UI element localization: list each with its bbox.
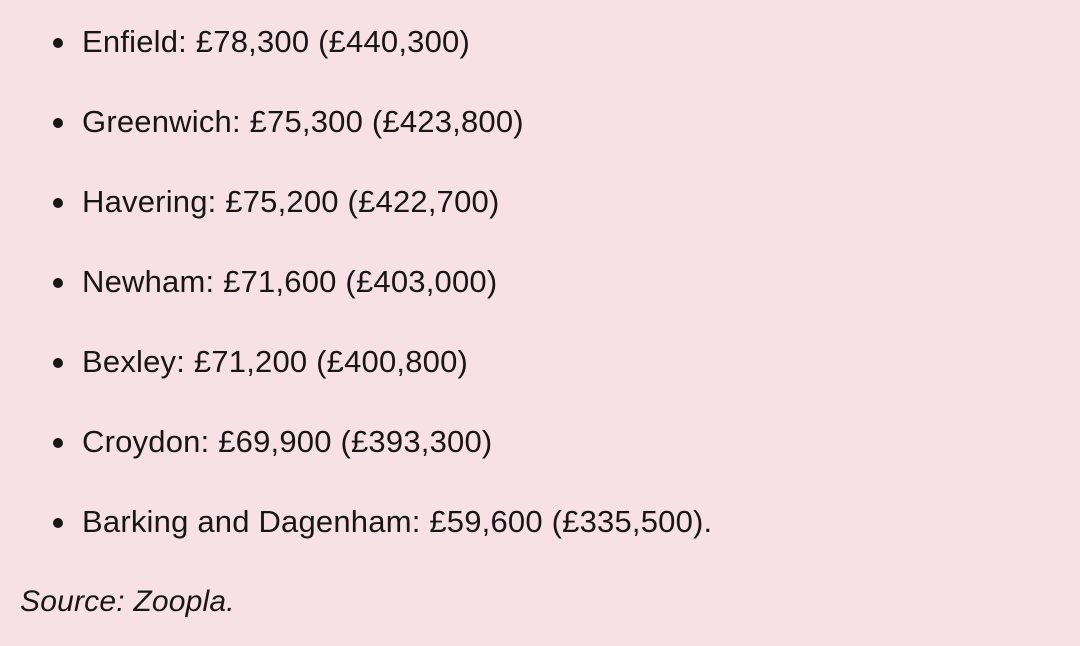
list-item: Croydon: £69,900 (£393,300) bbox=[0, 426, 1080, 458]
list-item-text: Greenwich: £75,300 (£423,800) bbox=[82, 104, 524, 139]
list-item-text: Havering: £75,200 (£422,700) bbox=[82, 184, 500, 219]
list-item-text: Barking and Dagenham: £59,600 (£335,500)… bbox=[82, 504, 713, 539]
bullet-icon bbox=[53, 198, 63, 208]
list-item: Barking and Dagenham: £59,600 (£335,500)… bbox=[0, 506, 1080, 538]
bullet-icon bbox=[53, 118, 63, 128]
list-item: Newham: £71,600 (£403,000) bbox=[0, 266, 1080, 298]
source-note: Source: Zoopla. bbox=[20, 585, 235, 618]
list-item-text: Bexley: £71,200 (£400,800) bbox=[82, 344, 469, 379]
bullet-icon bbox=[53, 518, 63, 528]
list-item: Enfield: £78,300 (£440,300) bbox=[0, 26, 1080, 58]
list-item-text: Croydon: £69,900 (£393,300) bbox=[82, 424, 493, 459]
bullet-icon bbox=[53, 38, 63, 48]
bullet-icon bbox=[53, 278, 63, 288]
list-item: Havering: £75,200 (£422,700) bbox=[0, 186, 1080, 218]
list-item: Greenwich: £75,300 (£423,800) bbox=[0, 106, 1080, 138]
borough-list: Enfield: £78,300 (£440,300) Greenwich: £… bbox=[0, 26, 1080, 538]
list-item-text: Enfield: £78,300 (£440,300) bbox=[82, 24, 471, 59]
bullet-icon bbox=[53, 438, 63, 448]
list-item-text: Newham: £71,600 (£403,000) bbox=[82, 264, 498, 299]
bullet-icon bbox=[53, 358, 63, 368]
list-item: Bexley: £71,200 (£400,800) bbox=[0, 346, 1080, 378]
